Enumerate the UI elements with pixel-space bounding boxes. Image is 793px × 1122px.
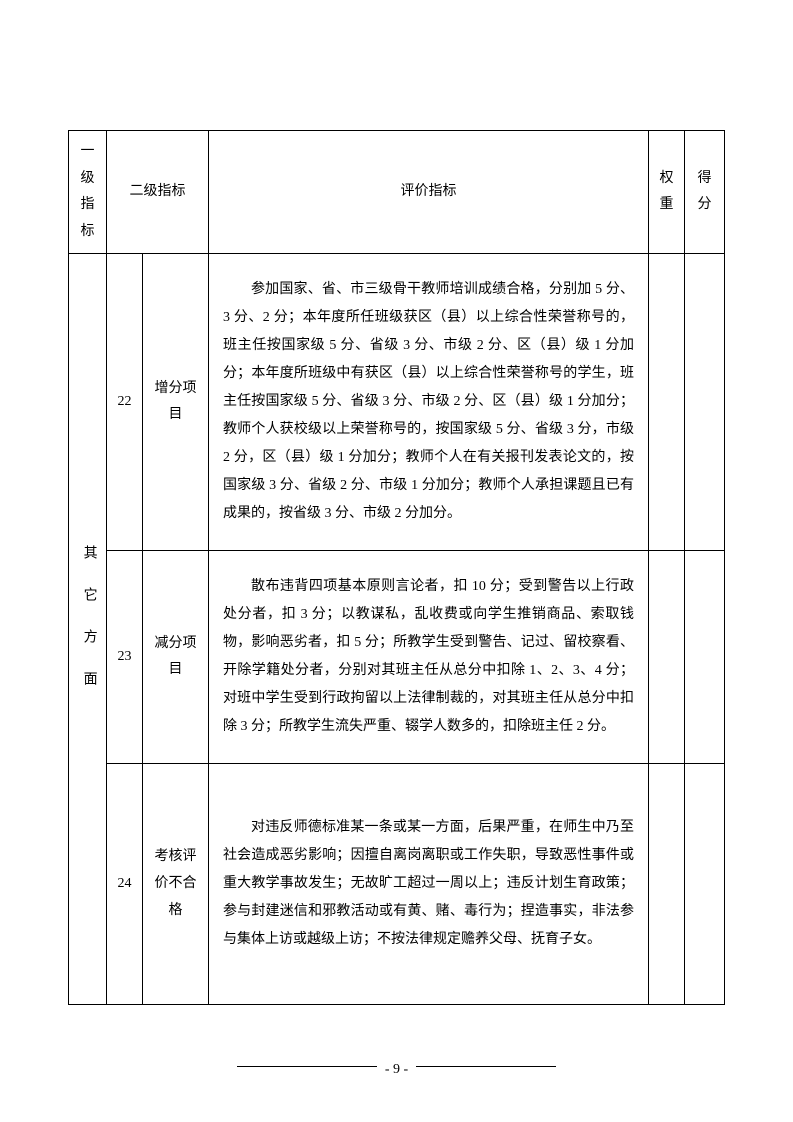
table-row: 23 减分项目 散布违背四项基本原则言论者，扣 10 分；受到警告以上行政处分者… [69,551,725,764]
row-weight [649,254,685,551]
page-footer: - 9 - [0,1062,793,1078]
row-weight [649,764,685,1005]
header-weight: 权重 [649,131,685,254]
row-num: 22 [107,254,143,551]
footer-line-left [237,1066,377,1067]
header-score: 得分 [685,131,725,254]
category-label: 其它方面 [75,525,102,733]
header-eval: 评价指标 [209,131,649,254]
footer-line-right [416,1066,556,1067]
row-score [685,551,725,764]
row-name: 增分项目 [143,254,209,551]
category-cell: 其它方面 [69,254,107,1005]
row-weight [649,551,685,764]
page-number: - 9 - [385,1062,408,1077]
header-level2: 二级指标 [107,131,209,254]
row-desc: 对违反师德标准某一条或某一方面，后果严重，在师生中乃至社会造成恶劣影响；因擅自离… [209,764,649,1005]
row-name: 考核评价不合格 [143,764,209,1005]
row-desc: 散布违背四项基本原则言论者，扣 10 分；受到警告以上行政处分者，扣 3 分；以… [209,551,649,764]
table-row: 24 考核评价不合格 对违反师德标准某一条或某一方面，后果严重，在师生中乃至社会… [69,764,725,1005]
row-num: 24 [107,764,143,1005]
header-level1: 一级指标 [69,131,107,254]
row-desc: 参加国家、省、市三级骨干教师培训成绩合格，分别加 5 分、3 分、2 分；本年度… [209,254,649,551]
row-name: 减分项目 [143,551,209,764]
row-score [685,254,725,551]
row-num: 23 [107,551,143,764]
evaluation-table: 一级指标 二级指标 评价指标 权重 得分 其它方面 22 增分项目 参加国家、省… [68,130,725,1005]
row-score [685,764,725,1005]
table-row: 其它方面 22 增分项目 参加国家、省、市三级骨干教师培训成绩合格，分别加 5 … [69,254,725,551]
table-header-row: 一级指标 二级指标 评价指标 权重 得分 [69,131,725,254]
